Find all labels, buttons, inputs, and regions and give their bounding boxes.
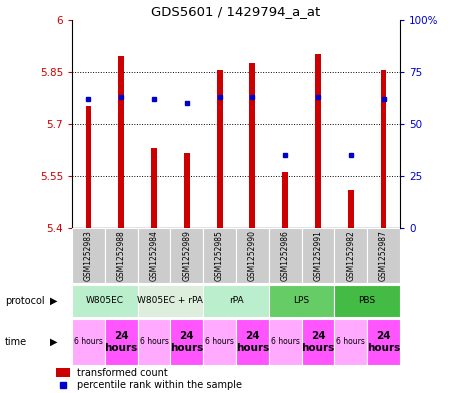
- Bar: [151, 148, 157, 228]
- Bar: [72, 319, 105, 365]
- Bar: [249, 63, 255, 228]
- Text: 24
hours: 24 hours: [367, 331, 400, 353]
- Bar: [315, 54, 321, 228]
- Bar: [269, 228, 301, 283]
- Text: time: time: [5, 337, 27, 347]
- Bar: [203, 285, 269, 317]
- Bar: [170, 228, 203, 283]
- Text: 6 hours: 6 hours: [74, 338, 103, 346]
- Text: 24
hours: 24 hours: [236, 331, 269, 353]
- Text: GSM1252985: GSM1252985: [215, 230, 224, 281]
- Text: transformed count: transformed count: [77, 367, 168, 378]
- Bar: [56, 368, 70, 377]
- Bar: [301, 319, 334, 365]
- Bar: [236, 319, 269, 365]
- Bar: [269, 285, 334, 317]
- Text: W805EC + rPA: W805EC + rPA: [138, 296, 203, 305]
- Text: 6 hours: 6 hours: [205, 338, 234, 346]
- Bar: [367, 319, 400, 365]
- Text: PBS: PBS: [359, 296, 376, 305]
- Bar: [138, 228, 170, 283]
- Bar: [86, 107, 92, 228]
- Text: 6 hours: 6 hours: [140, 338, 168, 346]
- Bar: [380, 70, 386, 228]
- Text: GSM1252984: GSM1252984: [150, 230, 159, 281]
- Text: GSM1252986: GSM1252986: [281, 230, 290, 281]
- Bar: [334, 228, 367, 283]
- Bar: [301, 228, 334, 283]
- Bar: [184, 153, 190, 228]
- Text: percentile rank within the sample: percentile rank within the sample: [77, 380, 242, 389]
- Bar: [170, 319, 203, 365]
- Bar: [282, 173, 288, 228]
- Bar: [203, 228, 236, 283]
- Text: GSM1252983: GSM1252983: [84, 230, 93, 281]
- Bar: [334, 319, 367, 365]
- Text: GSM1252987: GSM1252987: [379, 230, 388, 281]
- Text: 6 hours: 6 hours: [271, 338, 299, 346]
- Bar: [118, 56, 124, 228]
- Text: GSM1252991: GSM1252991: [313, 230, 322, 281]
- Bar: [367, 228, 400, 283]
- Bar: [269, 319, 301, 365]
- Bar: [138, 285, 203, 317]
- Bar: [203, 319, 236, 365]
- Text: rPA: rPA: [229, 296, 243, 305]
- Text: GSM1252989: GSM1252989: [182, 230, 191, 281]
- Text: GSM1252982: GSM1252982: [346, 230, 355, 281]
- Text: ▶: ▶: [50, 296, 57, 306]
- Title: GDS5601 / 1429794_a_at: GDS5601 / 1429794_a_at: [152, 6, 320, 18]
- Bar: [217, 70, 223, 228]
- Text: W805EC: W805EC: [86, 296, 124, 305]
- Text: LPS: LPS: [293, 296, 310, 305]
- Bar: [236, 228, 269, 283]
- Text: GSM1252990: GSM1252990: [248, 230, 257, 281]
- Text: GSM1252988: GSM1252988: [117, 230, 126, 281]
- Text: 6 hours: 6 hours: [336, 338, 365, 346]
- Bar: [348, 190, 354, 228]
- Text: 24
hours: 24 hours: [105, 331, 138, 353]
- Text: ▶: ▶: [50, 337, 57, 347]
- Bar: [138, 319, 170, 365]
- Text: 24
hours: 24 hours: [170, 331, 204, 353]
- Bar: [334, 285, 400, 317]
- Text: 24
hours: 24 hours: [301, 331, 335, 353]
- Bar: [105, 319, 138, 365]
- Bar: [72, 228, 105, 283]
- Bar: [105, 228, 138, 283]
- Text: protocol: protocol: [5, 296, 44, 306]
- Bar: [72, 285, 138, 317]
